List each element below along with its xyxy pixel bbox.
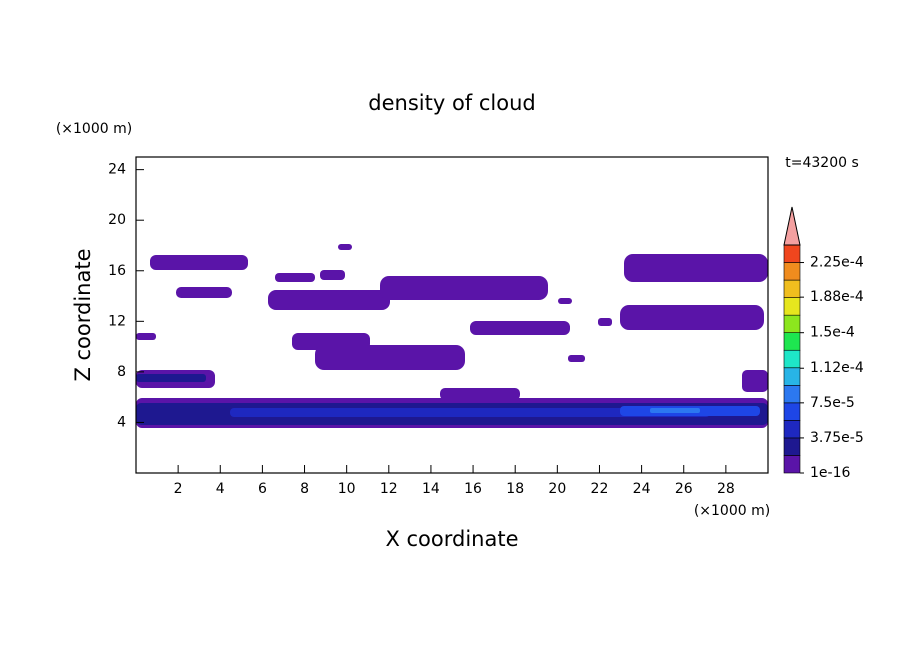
- cloud-region: [275, 273, 315, 282]
- x-tick-label: 14: [422, 481, 440, 497]
- y-tick-label: 16: [108, 263, 126, 279]
- colorbar-band: [783, 262, 801, 281]
- contour-regions: [136, 244, 768, 428]
- x-tick-label: 6: [258, 481, 267, 497]
- cloud-region: [315, 345, 465, 370]
- y-tick-label: 12: [108, 313, 126, 329]
- colorbar-band: [783, 332, 801, 351]
- cloud-region: [136, 333, 156, 340]
- colorbar-label: 2.25e-4: [810, 255, 864, 271]
- colorbar-label: 1.12e-4: [810, 360, 864, 376]
- colorbar-label: 7.5e-5: [810, 395, 855, 411]
- colorbar-band: [783, 385, 801, 404]
- cloud-region: [558, 298, 572, 304]
- cloud-region: [136, 374, 206, 382]
- cloud-region: [380, 276, 548, 300]
- colorbar-band: [783, 437, 801, 456]
- cloud-region: [440, 388, 520, 400]
- x-tick-label: 20: [548, 481, 566, 497]
- x-tick-label: 12: [380, 481, 398, 497]
- y-tick-label: 8: [117, 364, 126, 380]
- cloud-region: [620, 305, 764, 330]
- colorbar-band: [783, 297, 801, 316]
- cloud-region: [230, 408, 710, 417]
- colorbar-band: [783, 314, 801, 333]
- colorbar-band: [783, 455, 801, 474]
- x-tick-label: 2: [174, 481, 183, 497]
- colorbar-band: [783, 279, 801, 298]
- colorbar-label: 1.88e-4: [810, 289, 864, 305]
- cloud-region: [338, 244, 352, 250]
- y-tick-label: 24: [108, 162, 126, 178]
- x-axis-label: X coordinate: [385, 527, 518, 551]
- colorbar-band: [783, 244, 801, 263]
- chart-title: density of cloud: [368, 91, 535, 115]
- time-label: t=43200 s: [785, 155, 859, 171]
- colorbar-band: [783, 367, 801, 386]
- y-tick-label: 20: [108, 212, 126, 228]
- cloud-region: [150, 255, 248, 270]
- y-axis-label: Z coordinate: [71, 248, 95, 381]
- cloud-region: [268, 290, 390, 310]
- cloud-region: [742, 370, 768, 392]
- cloud-region: [320, 270, 345, 280]
- x-unit: (×1000 m): [694, 503, 770, 519]
- x-tick-label: 18: [506, 481, 524, 497]
- colorbar-band: [783, 420, 801, 439]
- colorbar-band: [783, 349, 801, 369]
- colorbar-band: [783, 402, 801, 421]
- cloud-region: [598, 318, 612, 326]
- x-tick-label: 16: [464, 481, 482, 497]
- x-tick-label: 22: [591, 481, 609, 497]
- cloud-region: [176, 287, 232, 298]
- cloud-region: [470, 321, 570, 335]
- x-tick-label: 24: [633, 481, 651, 497]
- y-tick-label: 4: [117, 414, 126, 430]
- x-tick-label: 28: [717, 481, 735, 497]
- x-tick-label: 8: [300, 481, 309, 497]
- y-unit: (×1000 m): [56, 121, 132, 137]
- colorbar-extend: [783, 206, 801, 246]
- colorbar-label: 1e-16: [810, 465, 850, 481]
- colorbar-label: 3.75e-5: [810, 430, 864, 446]
- cloud-region: [650, 408, 700, 413]
- cloud-region: [624, 254, 768, 282]
- x-tick-label: 4: [216, 481, 225, 497]
- x-tick-label: 26: [675, 481, 693, 497]
- x-tick-label: 10: [338, 481, 356, 497]
- cloud-region: [568, 355, 585, 362]
- colorbar-label: 1.5e-4: [810, 325, 855, 341]
- plot-frame: [135, 156, 769, 474]
